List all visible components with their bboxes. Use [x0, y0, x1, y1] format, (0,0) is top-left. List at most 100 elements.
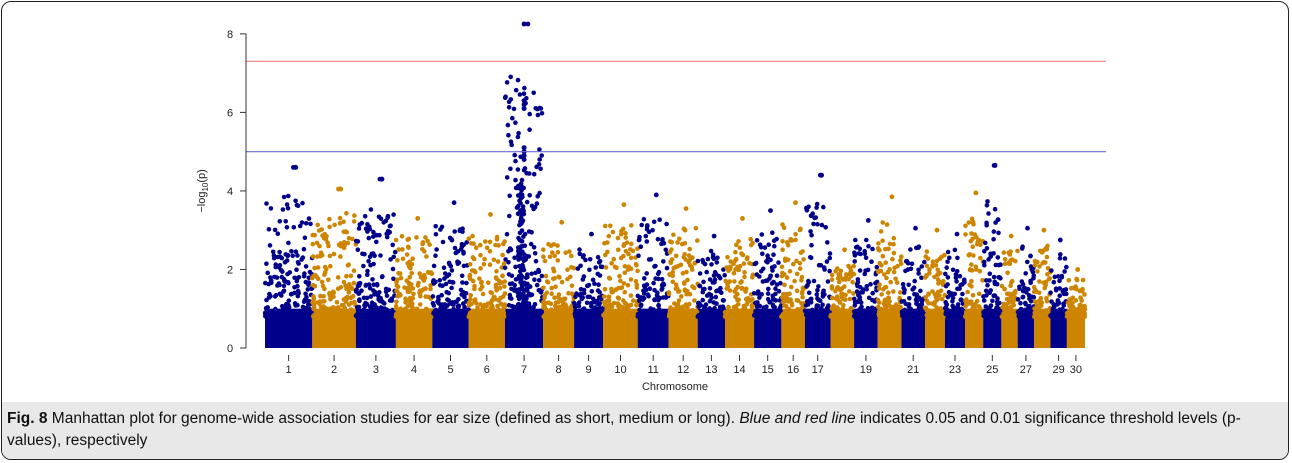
snp-point: [555, 249, 561, 255]
snp-point: [815, 222, 820, 227]
snp-point: [969, 284, 974, 289]
snp-point: [953, 275, 959, 281]
snp-point: [470, 255, 476, 260]
snp-point: [440, 239, 446, 245]
snp-point: [492, 314, 497, 319]
snp-point: [504, 80, 510, 85]
snp-point: [286, 280, 291, 286]
snp-point: [281, 288, 287, 294]
snp-point: [1044, 313, 1049, 318]
snp-point: [676, 312, 681, 318]
chromosome-27-peak-point: [1025, 225, 1030, 231]
snp-point: [891, 235, 897, 241]
snp-point: [655, 271, 661, 277]
snp-point: [375, 293, 381, 298]
snp-point: [733, 249, 738, 255]
snp-point: [300, 200, 305, 206]
snp-point: [645, 292, 651, 297]
snp-point: [827, 251, 833, 256]
snp-point: [713, 272, 719, 277]
snp-point: [731, 270, 737, 276]
snp-point: [337, 215, 343, 221]
snp-point: [311, 294, 316, 299]
snp-point: [352, 213, 357, 218]
snp-point: [707, 306, 712, 311]
snp-point: [322, 231, 328, 237]
snp-point: [606, 294, 612, 300]
snp-point: [442, 276, 447, 281]
snp-point: [493, 275, 499, 280]
snp-point: [420, 240, 426, 245]
snp-point: [549, 285, 554, 291]
snp-point: [824, 259, 830, 264]
snp-point: [870, 290, 875, 296]
x-tick-label: 13: [705, 364, 717, 376]
snp-point: [826, 303, 831, 308]
snp-point: [456, 303, 462, 309]
snp-point: [310, 241, 316, 247]
snp-point: [623, 230, 628, 236]
snp-point: [542, 258, 548, 264]
snp-point: [701, 279, 706, 285]
snp-point: [916, 271, 921, 276]
snp-point: [327, 292, 333, 298]
snp-point: [299, 257, 305, 262]
snp-point: [461, 249, 466, 255]
snp-point: [277, 263, 283, 268]
snp-point: [642, 313, 647, 319]
snp-point: [368, 207, 374, 212]
snp-point: [772, 305, 777, 310]
snp-point: [642, 291, 647, 296]
snp-point: [373, 308, 378, 314]
snp-point: [449, 285, 454, 291]
snp-point: [303, 221, 309, 226]
snp-point: [673, 253, 679, 259]
snp-point: [814, 201, 820, 207]
snp-point: [289, 291, 295, 297]
snp-point: [349, 294, 355, 300]
snp-point: [983, 240, 988, 246]
snp-point: [365, 309, 371, 315]
snp-point: [840, 306, 846, 312]
snp-point: [566, 291, 571, 296]
snp-point: [409, 311, 415, 317]
snp-point: [321, 293, 326, 299]
snp-point: [487, 239, 493, 245]
snp-point: [268, 206, 274, 211]
snp-point: [363, 226, 369, 231]
snp-point: [983, 304, 989, 309]
snp-point: [981, 294, 986, 299]
snp-point: [515, 167, 521, 172]
snp-point: [1032, 306, 1037, 311]
snp-point: [295, 253, 300, 258]
snp-point: [955, 255, 960, 261]
snp-point: [443, 281, 449, 287]
snp-point: [478, 302, 483, 307]
snp-point: [923, 305, 929, 311]
snp-point: [994, 299, 1000, 305]
snp-point: [372, 292, 377, 297]
snp-point: [739, 251, 744, 256]
snp-point: [543, 273, 549, 279]
snp-point: [685, 288, 690, 294]
x-tick-label: 1: [286, 364, 292, 376]
snp-point: [980, 278, 985, 283]
snp-point: [510, 115, 515, 121]
snp-point: [499, 265, 505, 270]
snp-point: [984, 278, 989, 283]
snp-point: [436, 297, 441, 302]
top-hit-point-9: [992, 162, 998, 168]
snp-point: [922, 259, 927, 265]
snp-point: [877, 310, 883, 315]
snp-point: [839, 291, 844, 297]
snp-point: [337, 221, 343, 226]
snp-point: [978, 242, 983, 247]
snp-point: [661, 259, 666, 264]
snp-point: [995, 308, 1000, 313]
snp-point: [536, 267, 541, 273]
snp-point: [676, 298, 682, 303]
snp-point: [485, 280, 491, 286]
snp-point: [494, 269, 499, 274]
snp-point: [374, 239, 379, 245]
